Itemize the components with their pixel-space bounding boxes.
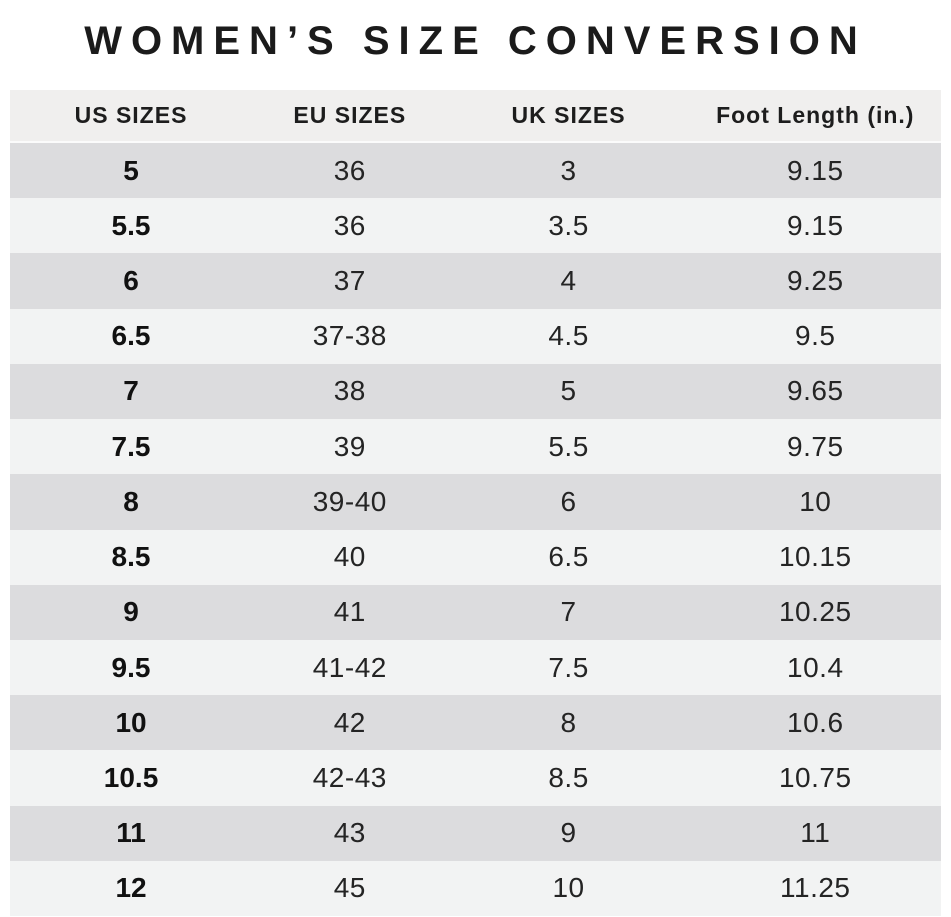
uk-size-cell: 3 — [560, 154, 577, 186]
table-row: 5.5 36 3.5 9.15 — [10, 198, 941, 254]
foot-length-cell: 10.4 — [787, 651, 844, 683]
table-row: 5 36 3 9.15 — [10, 143, 941, 199]
us-size-cell: 9 — [123, 596, 139, 628]
eu-size-cell: 43 — [333, 817, 366, 849]
us-size-cell: 6 — [123, 265, 139, 297]
table-row: 9 41 7 10.25 — [10, 584, 941, 640]
us-size-cell: 8.5 — [111, 541, 151, 573]
uk-size-cell: 3.5 — [548, 209, 589, 241]
uk-size-cell: 4.5 — [548, 320, 589, 352]
eu-size-cell: 37-38 — [312, 320, 387, 352]
table-row: 12 45 10 11.25 — [10, 860, 941, 917]
uk-size-cell: 5 — [560, 375, 577, 407]
uk-size-cell: 9 — [560, 817, 577, 849]
uk-size-cell: 8.5 — [548, 762, 589, 794]
foot-length-cell: 9.15 — [787, 154, 844, 186]
uk-size-cell: 6 — [560, 485, 577, 517]
table-row: 10.5 42-43 8.5 10.75 — [10, 750, 941, 806]
table-header-row: US SIZES EU SIZES UK SIZES Foot Length (… — [10, 90, 941, 143]
foot-length-cell: 10.25 — [778, 596, 852, 628]
foot-length-cell: 11 — [800, 817, 831, 849]
eu-size-cell: 42 — [333, 706, 366, 738]
table-row: 9.5 41-42 7.5 10.4 — [10, 639, 941, 696]
eu-size-cell: 41-42 — [312, 651, 387, 683]
us-size-cell: 7.5 — [111, 430, 151, 462]
column-header-eu-sizes: EU SIZES — [293, 102, 407, 128]
table-row: 7 38 5 9.65 — [10, 363, 941, 420]
table-row: 10 42 8 10.6 — [10, 695, 941, 751]
table-row: 6.5 37-38 4.5 9.5 — [10, 308, 941, 364]
foot-length-cell: 9.25 — [787, 265, 844, 297]
us-size-cell: 5.5 — [111, 209, 151, 241]
uk-size-cell: 7.5 — [548, 651, 589, 683]
table-row: 7.5 39 5.5 9.75 — [10, 419, 941, 475]
us-size-cell: 7 — [123, 375, 139, 407]
foot-length-cell: 10.6 — [787, 706, 844, 738]
eu-size-cell: 38 — [333, 375, 366, 407]
eu-size-cell: 36 — [333, 209, 366, 241]
foot-length-cell: 9.75 — [787, 430, 844, 462]
uk-size-cell: 7 — [560, 596, 577, 628]
us-size-cell: 11 — [116, 817, 146, 849]
foot-length-cell: 10.15 — [778, 541, 852, 573]
page-title: WOMEN’S SIZE CONVERSION — [84, 19, 867, 63]
eu-size-cell: 42-43 — [312, 762, 387, 794]
size-conversion-table: US SIZES EU SIZES UK SIZES Foot Length (… — [10, 90, 941, 917]
foot-length-cell: 10.75 — [778, 762, 852, 794]
us-size-cell: 10 — [115, 706, 147, 738]
eu-size-cell: 40 — [333, 541, 366, 573]
eu-size-cell: 41 — [333, 596, 366, 628]
us-size-cell: 9.5 — [111, 651, 151, 683]
us-size-cell: 10.5 — [103, 762, 159, 794]
foot-length-cell: 9.5 — [795, 320, 836, 352]
eu-size-cell: 39-40 — [312, 485, 387, 517]
foot-length-cell: 9.15 — [787, 209, 844, 241]
us-size-cell: 8 — [123, 485, 139, 517]
uk-size-cell: 6.5 — [548, 541, 589, 573]
us-size-cell: 6.5 — [111, 320, 151, 352]
foot-length-cell: 9.65 — [787, 375, 844, 407]
us-size-cell: 5 — [123, 154, 139, 186]
eu-size-cell: 39 — [333, 430, 366, 462]
eu-size-cell: 36 — [333, 154, 366, 186]
table-row: 8.5 40 6.5 10.15 — [10, 529, 941, 585]
column-header-us-sizes: US SIZES — [74, 102, 188, 128]
eu-size-cell: 37 — [333, 265, 366, 297]
table-row: 6 37 4 9.25 — [10, 253, 941, 309]
uk-size-cell: 10 — [552, 872, 585, 904]
foot-length-cell: 11.25 — [780, 872, 851, 904]
uk-size-cell: 5.5 — [548, 430, 589, 462]
column-header-foot-length: Foot Length (in.) — [716, 102, 915, 128]
table-row: 8 39-40 6 10 — [10, 474, 941, 530]
us-size-cell: 12 — [115, 872, 147, 904]
uk-size-cell: 8 — [560, 706, 577, 738]
uk-size-cell: 4 — [560, 265, 577, 297]
table-row: 11 43 9 11 — [10, 805, 941, 861]
column-header-uk-sizes: UK SIZES — [511, 102, 626, 128]
foot-length-cell: 10 — [799, 485, 832, 517]
eu-size-cell: 45 — [333, 872, 366, 904]
